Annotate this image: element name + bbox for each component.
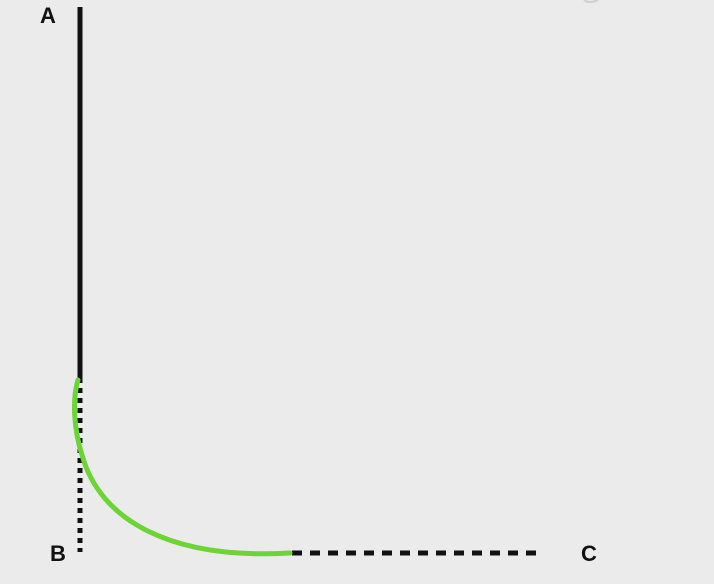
label-a: A bbox=[40, 3, 56, 28]
faint-mark bbox=[583, 0, 599, 3]
green-curve bbox=[72, 377, 293, 557]
label-b: B bbox=[50, 541, 66, 566]
label-c: C bbox=[581, 541, 597, 566]
